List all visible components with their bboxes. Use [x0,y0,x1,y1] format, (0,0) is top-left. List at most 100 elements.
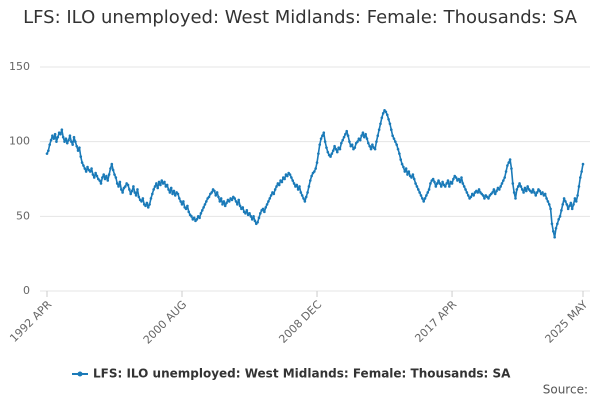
point [531,188,535,191]
point [295,183,299,187]
point [422,200,425,203]
point [450,182,454,185]
point [502,179,505,182]
point [330,152,334,155]
point [268,197,272,200]
point [535,191,539,194]
point [252,215,255,218]
point [377,128,381,132]
point [221,203,224,206]
point [173,194,177,197]
point [426,191,430,194]
point [253,219,257,223]
point [286,174,289,178]
point [195,218,199,221]
point [419,194,423,197]
point [323,140,327,143]
y-tick-label: 100 [9,135,30,148]
point [244,212,247,215]
point [503,176,506,179]
point [321,134,324,137]
point [322,131,326,135]
point [121,191,124,194]
point [207,195,211,199]
point [298,185,301,188]
point [105,174,108,178]
point [296,188,300,191]
point [466,194,470,197]
point [51,134,54,137]
point [530,191,533,194]
point [277,183,281,187]
legend-marker [77,371,83,377]
point [202,206,205,209]
point [434,185,438,188]
point [45,152,49,155]
point [241,206,245,209]
point [291,179,295,182]
point [557,218,560,221]
point [217,195,220,199]
point [80,161,84,164]
point [222,200,226,203]
point [404,167,408,170]
point [379,122,382,126]
point [186,204,189,208]
point [84,170,88,173]
point [283,177,286,181]
point [566,207,570,211]
point [380,116,384,120]
point [245,209,249,212]
point [102,173,106,176]
point [526,185,529,188]
point [437,179,440,182]
point [461,182,465,185]
point [560,209,563,212]
point [92,176,96,179]
point [236,203,239,206]
point [574,200,578,203]
point [345,129,349,133]
point [155,182,158,185]
point [168,191,172,194]
point [493,192,497,196]
point [411,173,415,176]
point [200,209,204,212]
point [340,141,343,145]
point [406,173,409,176]
point [402,165,405,169]
point [65,141,69,145]
point [553,235,556,239]
point [137,195,141,199]
point [491,191,494,194]
point [400,162,404,166]
point [136,188,139,191]
point [368,144,371,148]
point [454,176,458,179]
point [109,167,112,170]
point [580,170,583,173]
point [549,207,552,211]
point [165,183,169,187]
point [541,191,544,194]
point [124,185,127,188]
point [362,135,366,139]
point [48,143,52,146]
point [310,174,313,178]
point [302,197,305,200]
point [83,167,87,170]
point [365,137,369,140]
point [361,131,365,135]
point [149,197,153,200]
point [399,158,403,161]
point [290,176,293,179]
x-tick-label: 2017 APR [412,298,459,345]
point [391,134,394,137]
point [103,177,107,181]
point [472,194,475,197]
point [214,194,218,197]
point [458,180,462,184]
point [506,164,509,167]
point [171,192,174,196]
point [371,143,374,146]
